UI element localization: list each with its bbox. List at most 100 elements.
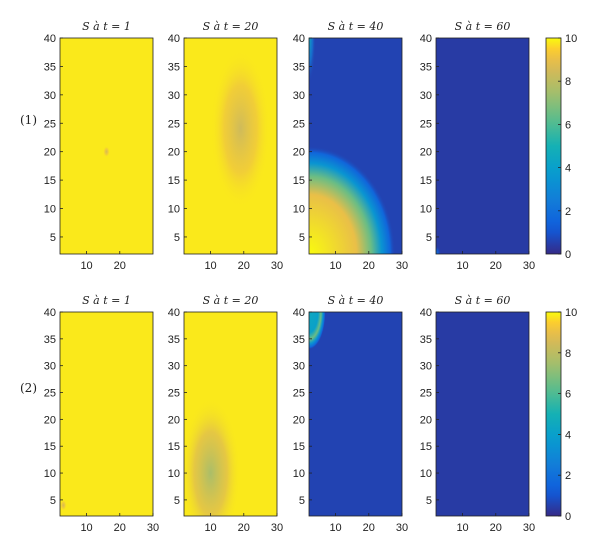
y-tick-label: 15 <box>44 441 56 453</box>
colorbar-tick-label: 8 <box>565 348 571 360</box>
y-tick-label: 25 <box>293 388 305 400</box>
y-tick-label: 5 <box>50 232 56 244</box>
colorbar-tick-label: 2 <box>565 470 571 482</box>
row-label: (1) <box>20 113 37 127</box>
x-tick-label: 10 <box>204 260 216 272</box>
heatmap-blob <box>184 397 241 516</box>
panel-title: S à t = 1 <box>82 294 131 307</box>
y-tick-label: 10 <box>420 204 432 216</box>
y-tick-label: 30 <box>293 361 305 373</box>
heatmap-field <box>309 312 402 516</box>
heatmap-panel: S à t = 60 5 10 15 20 25 30 35 40 10 20 30 <box>420 20 535 272</box>
y-tick-label: 15 <box>420 441 432 453</box>
colorbar-gradient <box>546 312 561 516</box>
x-tick-label: 20 <box>490 260 502 272</box>
colorbar-tick-label: 6 <box>565 389 571 401</box>
x-tick-label: 20 <box>114 522 126 534</box>
colorbar-tick-label: 2 <box>565 206 571 218</box>
y-tick-label: 5 <box>299 495 305 507</box>
heatmap-field <box>184 38 277 254</box>
y-tick-label: 10 <box>293 204 305 216</box>
y-tick-label: 40 <box>293 307 305 319</box>
y-tick-label: 5 <box>426 495 432 507</box>
y-tick-label: 20 <box>168 414 180 426</box>
x-tick-label: 30 <box>271 522 283 534</box>
y-tick-label: 15 <box>293 175 305 187</box>
colorbar-tick-label: 8 <box>565 76 571 88</box>
x-tick-label: 30 <box>396 522 408 534</box>
plot-frame <box>308 311 403 517</box>
colorbar-tick-label: 6 <box>565 119 571 131</box>
y-tick-label: 15 <box>168 175 180 187</box>
y-tick-label: 20 <box>44 147 56 159</box>
plot-frame <box>183 311 278 517</box>
x-tick-label: 10 <box>80 522 92 534</box>
y-tick-label: 10 <box>420 468 432 480</box>
colorbar-tick-label: 4 <box>565 163 571 175</box>
heatmap-corner <box>309 146 396 254</box>
heatmap-field <box>184 312 277 516</box>
y-tick-label: 35 <box>44 61 56 73</box>
y-tick-label: 15 <box>44 175 56 187</box>
x-tick-label: 20 <box>238 522 250 534</box>
heatmap-background <box>60 312 153 516</box>
plot-frame <box>183 37 278 255</box>
heatmap-corner <box>309 312 326 350</box>
y-tick-label: 15 <box>168 441 180 453</box>
heatmap-field <box>309 38 402 254</box>
heatmap-field <box>60 312 153 516</box>
heatmap-panel: S à t = 20 5 10 15 20 25 30 35 40 10 20 30 <box>168 294 283 534</box>
row-label: (2) <box>20 381 37 395</box>
y-tick-label: 40 <box>293 33 305 45</box>
colorbar-tick-label: 4 <box>565 429 571 441</box>
y-tick-label: 35 <box>420 334 432 346</box>
heatmap-field <box>436 312 529 516</box>
y-tick-label: 35 <box>168 334 180 346</box>
y-tick-label: 15 <box>420 175 432 187</box>
y-tick-label: 5 <box>174 232 180 244</box>
x-tick-label: 20 <box>363 522 375 534</box>
panel-title: S à t = 60 <box>455 294 511 307</box>
y-tick-label: 25 <box>293 118 305 130</box>
x-tick-label: 20 <box>490 522 502 534</box>
colorbar-tick-label: 10 <box>565 33 577 45</box>
colorbar-frame <box>545 311 562 517</box>
heatmap-spot <box>60 499 67 511</box>
heatmap-strip <box>309 38 316 84</box>
y-tick-label: 35 <box>44 334 56 346</box>
plot-frame <box>308 37 403 255</box>
x-tick-label: 10 <box>204 522 216 534</box>
y-tick-label: 25 <box>168 118 180 130</box>
y-tick-label: 40 <box>168 33 180 45</box>
x-tick-label: 10 <box>456 522 468 534</box>
colorbar-tick-label: 0 <box>565 249 571 261</box>
x-tick-label: 20 <box>114 260 126 272</box>
panel-title: S à t = 20 <box>203 294 259 307</box>
y-tick-label: 30 <box>420 90 432 102</box>
y-tick-label: 30 <box>168 90 180 102</box>
heatmap-panel: S à t = 60 5 10 15 20 25 30 35 40 10 20 30 <box>420 294 535 534</box>
y-tick-label: 20 <box>420 147 432 159</box>
heatmap-field <box>60 38 153 254</box>
heatmap-blob <box>210 49 271 209</box>
heatmap-panel: S à t = 1 5 10 15 20 25 30 35 40 10 20 <box>44 20 154 272</box>
y-tick-label: 20 <box>293 147 305 159</box>
y-tick-label: 25 <box>168 388 180 400</box>
plot-frame <box>435 37 530 255</box>
y-tick-label: 30 <box>293 90 305 102</box>
y-tick-label: 40 <box>168 307 180 319</box>
x-tick-label: 30 <box>523 522 535 534</box>
colorbar: 0 2 4 6 8 10 <box>545 33 577 261</box>
y-tick-label: 10 <box>168 204 180 216</box>
x-tick-label: 30 <box>523 260 535 272</box>
y-tick-label: 30 <box>420 361 432 373</box>
x-tick-label: 10 <box>456 260 468 272</box>
colorbar-tick-label: 10 <box>565 307 577 319</box>
y-tick-label: 30 <box>44 361 56 373</box>
heatmap-field <box>436 38 529 254</box>
x-tick-label: 10 <box>329 260 341 272</box>
y-tick-label: 25 <box>44 388 56 400</box>
y-tick-label: 5 <box>426 232 432 244</box>
colorbar-tick-label: 0 <box>565 511 571 523</box>
